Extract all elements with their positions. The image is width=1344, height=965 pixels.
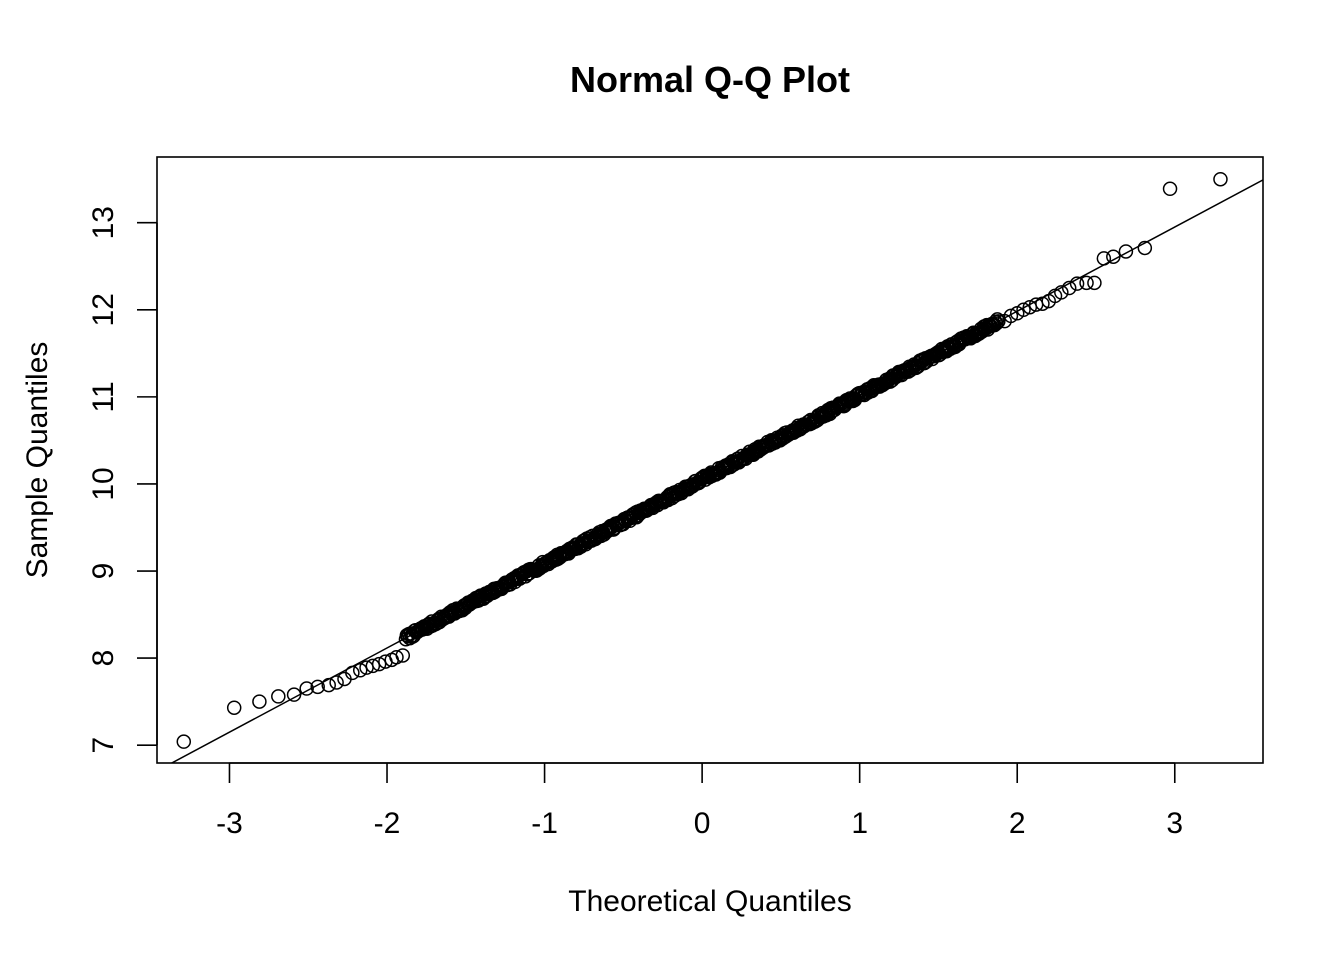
x-tick-label: 0	[694, 807, 711, 840]
x-tick-label: 3	[1166, 807, 1183, 840]
data-point	[286, 687, 302, 702]
data-point	[1035, 296, 1050, 311]
x-axis: -3 -2 -1 0 1 2 3	[216, 762, 1183, 840]
x-tick-label: -1	[531, 807, 558, 840]
plot-area	[170, 171, 1263, 763]
y-tick-label: 11	[87, 381, 120, 412]
data-point	[1069, 276, 1085, 291]
data-point	[1213, 171, 1228, 187]
y-axis: 7 8 9 10 11 12 13	[87, 206, 158, 754]
data-point	[1003, 308, 1019, 324]
data-point	[1079, 275, 1094, 291]
data-point	[226, 700, 242, 715]
data-point	[1087, 275, 1102, 291]
data-point	[371, 656, 387, 672]
x-tick-label: 2	[1009, 807, 1026, 840]
data-point	[345, 665, 360, 681]
y-tick-label: 9	[87, 563, 120, 580]
y-tick-label: 8	[87, 650, 120, 667]
data-point	[365, 658, 381, 674]
x-axis-label: Theoretical Quantiles	[568, 885, 851, 918]
data-point	[321, 677, 336, 693]
data-point	[329, 675, 344, 690]
data-point	[1096, 251, 1112, 266]
data-point	[1137, 240, 1153, 256]
y-tick-label: 13	[87, 206, 120, 239]
data-point	[1162, 181, 1178, 197]
data-point	[271, 689, 286, 704]
y-axis-label: Sample Quantiles	[21, 342, 54, 579]
data-point	[1106, 249, 1121, 264]
y-tick-label: 12	[87, 293, 120, 326]
data-point	[1118, 244, 1134, 259]
data-point	[1061, 280, 1077, 296]
data-point	[1016, 302, 1031, 318]
x-tick-label: -2	[374, 807, 401, 840]
chart-title: Normal Q-Q Plot	[570, 59, 850, 100]
data-point	[389, 649, 404, 665]
data-point	[352, 663, 368, 678]
y-tick-label: 7	[87, 737, 120, 754]
x-tick-label: 1	[851, 807, 868, 840]
data-point	[395, 648, 411, 663]
data-point	[991, 314, 1006, 329]
x-tick-label: -3	[216, 807, 243, 840]
data-point	[252, 694, 267, 709]
y-tick-label: 10	[87, 467, 120, 500]
data-point	[176, 734, 192, 749]
data-point	[1054, 285, 1069, 300]
data-point	[299, 681, 314, 696]
data-point	[310, 679, 325, 695]
